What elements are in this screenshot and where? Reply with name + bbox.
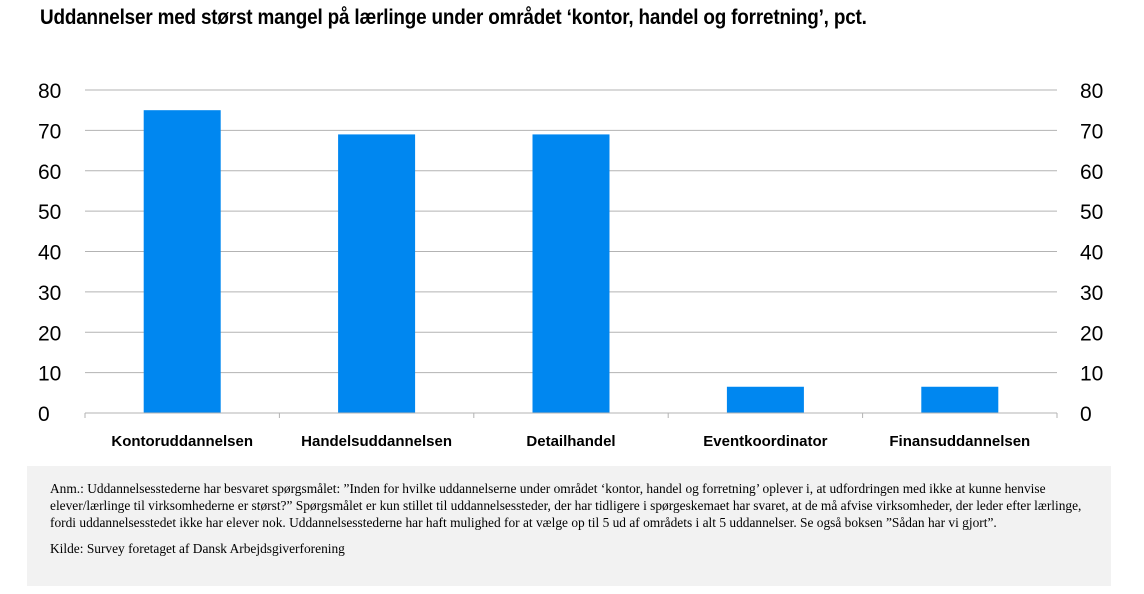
y-tick-label-left: 80	[38, 80, 61, 103]
y-tick-label-right: 80	[1080, 80, 1103, 103]
y-tick-label-right: 0	[1080, 403, 1092, 426]
bar-kontoruddannelsen	[144, 110, 221, 413]
y-tick-label-left: 10	[38, 363, 61, 386]
x-category-label: Finansuddannelsen	[889, 433, 1030, 450]
y-tick-label-left: 20	[38, 322, 61, 345]
x-category-label: Handelsuddannelsen	[301, 433, 452, 450]
x-axis	[85, 413, 1057, 418]
y-tick-label-left: 30	[38, 282, 61, 305]
chart-source: Kilde: Survey foretaget af Dansk Arbejds…	[50, 540, 1087, 557]
note-box: Anm.: Uddannelsesstederne har besvaret s…	[27, 466, 1111, 586]
y-axis-right: 0 10 20 30 40 50 60 70 80	[1080, 80, 1103, 426]
bars	[144, 110, 999, 413]
y-tick-label-right: 60	[1080, 161, 1103, 184]
y-tick-label-left: 60	[38, 161, 61, 184]
y-tick-label-left: 40	[38, 242, 61, 265]
y-tick-label-right: 50	[1080, 201, 1103, 224]
y-tick-label-left: 70	[38, 120, 61, 143]
y-axis-left: 0 10 20 30 40 50 60 70 80	[38, 80, 61, 426]
y-tick-label-right: 70	[1080, 120, 1103, 143]
x-category-label: Detailhandel	[526, 433, 615, 450]
bar-chart: 0 10 20 30 40 50 60 70 80 0 10 20 30 40 50 60 70 80 Kont…	[0, 0, 1144, 460]
y-tick-label-right: 20	[1080, 322, 1103, 345]
bar-eventkoordinator	[727, 387, 804, 413]
y-tick-label-left: 50	[38, 201, 61, 224]
x-category-label: Kontoruddannelsen	[111, 433, 253, 450]
bar-detailhandel	[533, 134, 610, 413]
y-tick-label-right: 30	[1080, 282, 1103, 305]
y-tick-label-left: 0	[38, 403, 50, 426]
y-tick-label-right: 40	[1080, 242, 1103, 265]
bar-finansuddannelsen	[921, 387, 998, 413]
category-labels: Kontoruddannelsen Handelsuddannelsen Detai…	[111, 433, 1030, 450]
y-tick-label-right: 10	[1080, 363, 1103, 386]
x-category-label: Eventkoordinator	[703, 433, 827, 450]
bar-handelsuddannelsen	[338, 134, 415, 413]
chart-note: Anm.: Uddannelsesstederne har besvaret s…	[50, 480, 1087, 531]
